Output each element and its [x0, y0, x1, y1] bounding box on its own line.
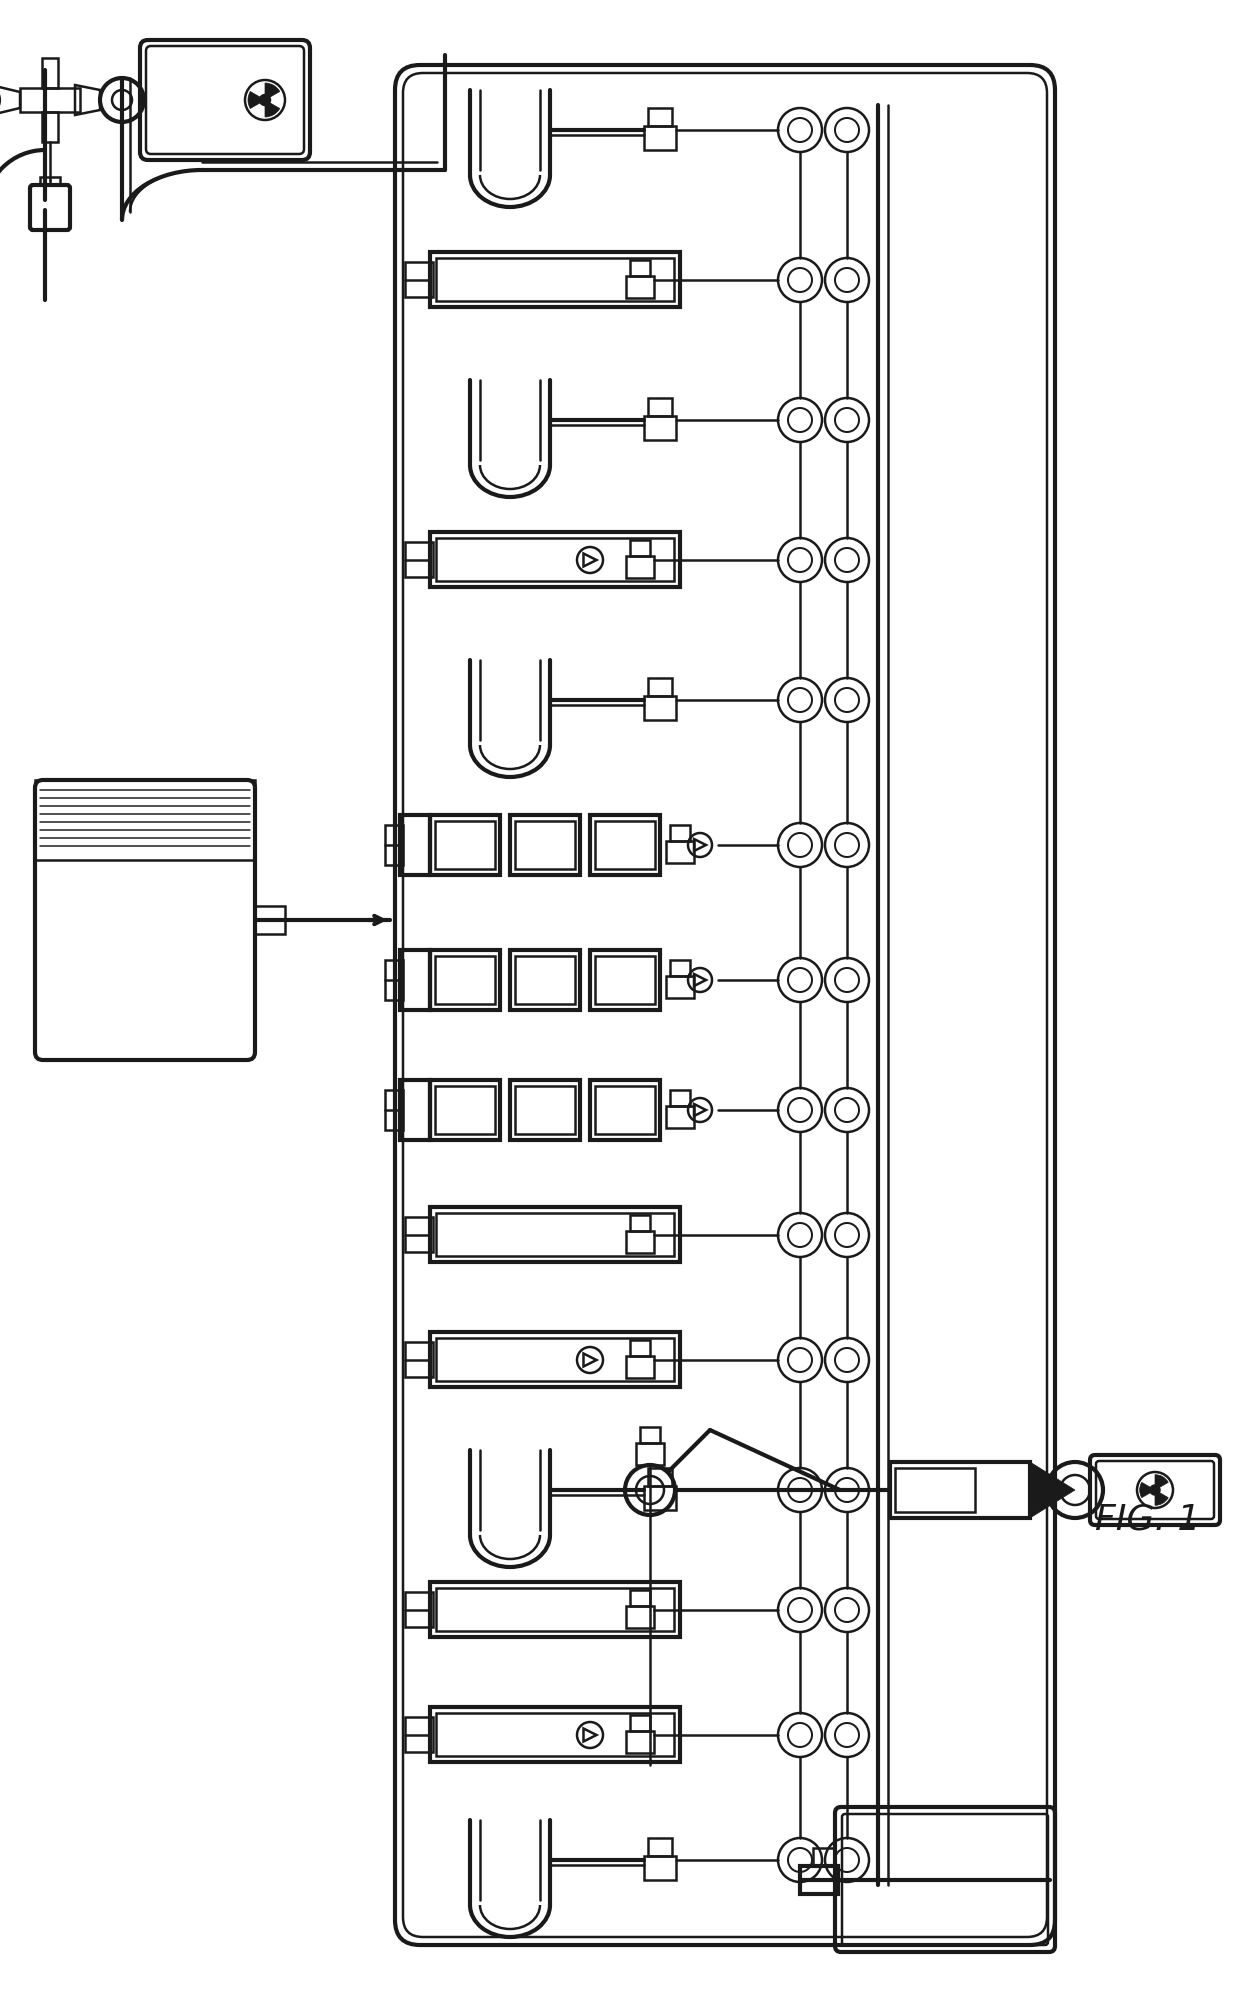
Bar — [626, 1356, 653, 1378]
Bar — [405, 262, 433, 296]
Bar — [436, 1212, 675, 1256]
Bar — [626, 1606, 653, 1628]
Bar — [255, 906, 285, 934]
Bar — [430, 816, 500, 876]
Bar — [515, 956, 575, 1004]
Bar — [626, 276, 653, 298]
Bar — [405, 1216, 433, 1252]
Bar — [595, 820, 655, 868]
Circle shape — [1151, 1486, 1159, 1494]
Bar — [644, 1486, 676, 1510]
Wedge shape — [248, 92, 260, 108]
Bar — [649, 1838, 672, 1856]
Bar — [430, 950, 500, 1010]
Bar — [405, 1716, 433, 1752]
Text: FIG. 1: FIG. 1 — [1095, 1504, 1200, 1536]
Bar — [630, 260, 650, 276]
Bar — [401, 1080, 430, 1140]
Wedge shape — [1154, 1474, 1168, 1488]
Bar — [630, 540, 650, 556]
Bar — [384, 1090, 403, 1130]
Bar — [510, 816, 580, 876]
Bar — [895, 1468, 975, 1512]
Bar — [630, 1214, 650, 1230]
Bar — [405, 1342, 433, 1376]
Bar — [405, 542, 433, 576]
Bar — [590, 950, 660, 1010]
Wedge shape — [265, 82, 280, 96]
Bar — [630, 1714, 650, 1730]
Bar — [401, 816, 430, 876]
Bar — [636, 1444, 663, 1464]
Bar — [670, 1090, 689, 1106]
Bar — [384, 824, 403, 864]
Bar — [436, 1712, 675, 1756]
Bar — [630, 1590, 650, 1606]
Bar — [35, 780, 255, 860]
Bar — [40, 178, 60, 186]
Bar — [813, 1848, 835, 1866]
Bar — [590, 816, 660, 876]
Bar — [436, 1338, 675, 1380]
Bar — [640, 1428, 660, 1444]
Wedge shape — [265, 102, 280, 116]
Bar — [666, 840, 694, 864]
Wedge shape — [1140, 1482, 1151, 1498]
Bar — [430, 1708, 680, 1762]
Bar — [630, 1340, 650, 1356]
Bar — [666, 976, 694, 998]
Bar — [430, 252, 680, 306]
Bar — [515, 1086, 575, 1134]
Bar — [510, 950, 580, 1010]
Bar — [670, 960, 689, 976]
Bar — [626, 1230, 653, 1252]
Bar — [800, 1866, 838, 1894]
Bar — [515, 820, 575, 868]
Bar — [430, 532, 680, 588]
Bar — [590, 1080, 660, 1140]
Bar — [644, 1856, 676, 1880]
Bar — [649, 678, 672, 696]
Bar — [401, 950, 430, 1010]
Circle shape — [260, 94, 270, 104]
Bar — [42, 58, 58, 88]
Bar — [436, 538, 675, 580]
Bar — [430, 1332, 680, 1388]
Bar — [595, 1086, 655, 1134]
Bar — [436, 258, 675, 300]
Polygon shape — [1030, 1462, 1075, 1518]
Bar — [649, 1468, 672, 1486]
Bar — [649, 108, 672, 126]
Bar — [670, 824, 689, 840]
Bar — [644, 696, 676, 720]
Bar — [644, 126, 676, 150]
Bar — [435, 820, 495, 868]
Bar — [435, 1086, 495, 1134]
Bar — [510, 1080, 580, 1140]
Bar — [649, 398, 672, 416]
Bar — [384, 960, 403, 1000]
Bar — [595, 956, 655, 1004]
Bar — [436, 1588, 675, 1632]
Bar — [890, 1462, 1030, 1518]
Bar — [430, 1206, 680, 1262]
Bar — [405, 1592, 433, 1628]
Wedge shape — [1154, 1492, 1168, 1506]
Bar — [430, 1582, 680, 1636]
Bar — [42, 112, 58, 142]
Bar — [20, 88, 81, 112]
Bar — [430, 1080, 500, 1140]
Bar — [626, 1730, 653, 1752]
Bar — [644, 416, 676, 440]
Bar — [666, 1106, 694, 1128]
Bar — [435, 956, 495, 1004]
Bar — [626, 556, 653, 578]
